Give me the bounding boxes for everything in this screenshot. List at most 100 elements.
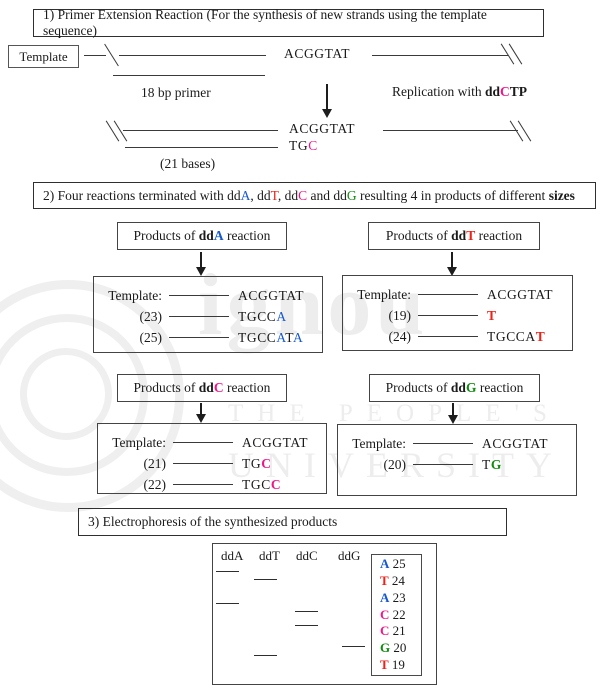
legend-row: A 25 [380,556,421,573]
legend-size: 21 [389,623,406,639]
gel-band-ddA-23 [216,603,239,604]
strand-break-icon [105,120,120,142]
down-arrow-head-icon [321,109,332,118]
panel-dda-header-box: Products of ddA reaction [117,222,287,250]
down-arrow-head-icon [195,414,206,423]
panel-ddc-products-box: Template: ACGGTAT (21) TGC (22) TGCC [97,423,327,494]
strand-break-icon [509,120,524,142]
legend-row: T 19 [380,657,421,674]
row-sequence: ACGGTAT [238,287,305,303]
row-label: (19) [388,307,412,323]
legend-row: A 23 [380,590,421,607]
legend-size: 24 [388,573,405,588]
replication-label: Replication with ddCTP [392,84,528,99]
section1-title-box: 1) Primer Extension Reaction (For the sy… [33,7,544,38]
legend-base: A [380,589,390,605]
gel-band-ddA-25 [216,571,239,572]
strand-line [173,484,233,485]
strand-line [169,337,229,338]
row-label: (21) [143,455,167,471]
legend-base: C [380,606,390,622]
panel-ddc-header: Products of ddC reaction [133,380,271,395]
section2-title: 2) Four reactions terminated with ddA, d… [43,187,575,203]
watermark-logo-inner-circle [20,348,112,440]
section1-title: 1) Primer Extension Reaction (For the sy… [43,7,487,38]
panel-ddg-header-box: Products of ddG reaction [369,374,540,402]
gel-lane-label-ddt: ddT [259,548,280,563]
row-label: (22) [143,476,167,492]
gel-lane-label-ddg: ddG [338,548,361,563]
product-row: Template: ACGGTAT [348,433,576,454]
legend-size: 20 [390,640,407,656]
product-primer-line [125,147,278,148]
gel-band-ddG-20 [342,646,365,647]
strand-line [169,316,229,317]
legend-row: C 22 [380,607,421,624]
product-row: Template: ACGGTAT [353,284,572,305]
row-label: Template: [357,286,411,302]
product-template-sequence: ACGGTAT [289,121,356,136]
legend-size: 25 [389,556,406,572]
down-arrow [452,403,454,416]
product-row: Template: ACGGTAT [108,432,326,453]
gel-box [212,543,437,685]
strand-line [413,464,473,465]
strand-line [173,463,233,464]
legend-base: T [380,656,389,672]
watermark-tagline-1: THE PEOPLE'S [228,400,561,427]
gel-lane-label-ddc: ddC [296,548,318,563]
panel-ddc-header-box: Products of ddC reaction [117,374,287,402]
row-sequence: TGCCA [238,308,287,324]
product-row: (23) TGCCA [104,306,322,327]
down-arrow-head-icon [195,267,206,276]
down-arrow-head-icon [447,415,458,424]
gel-band-ddC-21 [295,625,318,626]
strand-line [418,294,478,295]
gel-band-ddT-24 [254,579,277,580]
panel-dda-products-box: Template: ACGGTAT (23) TGCCA (25) TGCCAT… [93,276,323,353]
section2-title-box: 2) Four reactions terminated with ddA, d… [33,182,596,209]
legend-size: 19 [388,656,405,672]
panel-dda-header: Products of ddA reaction [133,228,271,243]
row-label: (25) [139,329,163,345]
gel-band-ddC-22 [295,611,318,612]
gel-band-ddT-19 [254,655,277,656]
legend-base: C [380,623,390,639]
template-sequence: ACGGTAT [284,46,351,61]
section3-title-box: 3) Electrophoresis of the synthesized pr… [78,508,507,536]
row-sequence: ACGGTAT [487,286,554,302]
template-strand-line-right [372,55,508,56]
panel-ddt-header-box: Products of ddT reaction [368,222,540,250]
panel-ddt-header: Products of ddT reaction [385,228,523,243]
strand-line [169,295,229,296]
down-arrow [451,252,453,268]
row-label: (24) [388,328,412,344]
legend-base: A [380,556,390,572]
product-row: Template: ACGGTAT [104,285,322,306]
row-sequence: ACGGTAT [482,435,549,451]
legend-size: 23 [389,589,406,605]
row-sequence: ACGGTAT [242,434,309,450]
row-sequence: TGC [242,455,272,471]
row-sequence: TGCCATA [238,329,304,345]
watermark-logo-middle-circle [0,314,148,476]
row-label: (20) [383,456,407,472]
bases-count-label: (21 bases) [160,156,216,171]
row-label: (23) [139,308,163,324]
product-row: (21) TGC [108,453,326,474]
legend-base: T [380,573,389,588]
template-connector-line [84,55,106,56]
row-sequence: TG [482,456,502,472]
gel-legend: A 25 T 24 A 23 C 22 C 21 G 20 T 19 [371,554,422,676]
product-template-line-left [123,130,278,131]
product-row: (20) TG [348,454,576,475]
legend-row: G 20 [380,640,421,657]
legend-base: G [380,640,391,656]
strand-line [173,442,233,443]
legend-row: C 21 [380,623,421,640]
down-arrow [200,403,202,415]
product-row: (22) TGCC [108,474,326,495]
legend-size: 22 [389,606,406,622]
strand-line [418,336,478,337]
